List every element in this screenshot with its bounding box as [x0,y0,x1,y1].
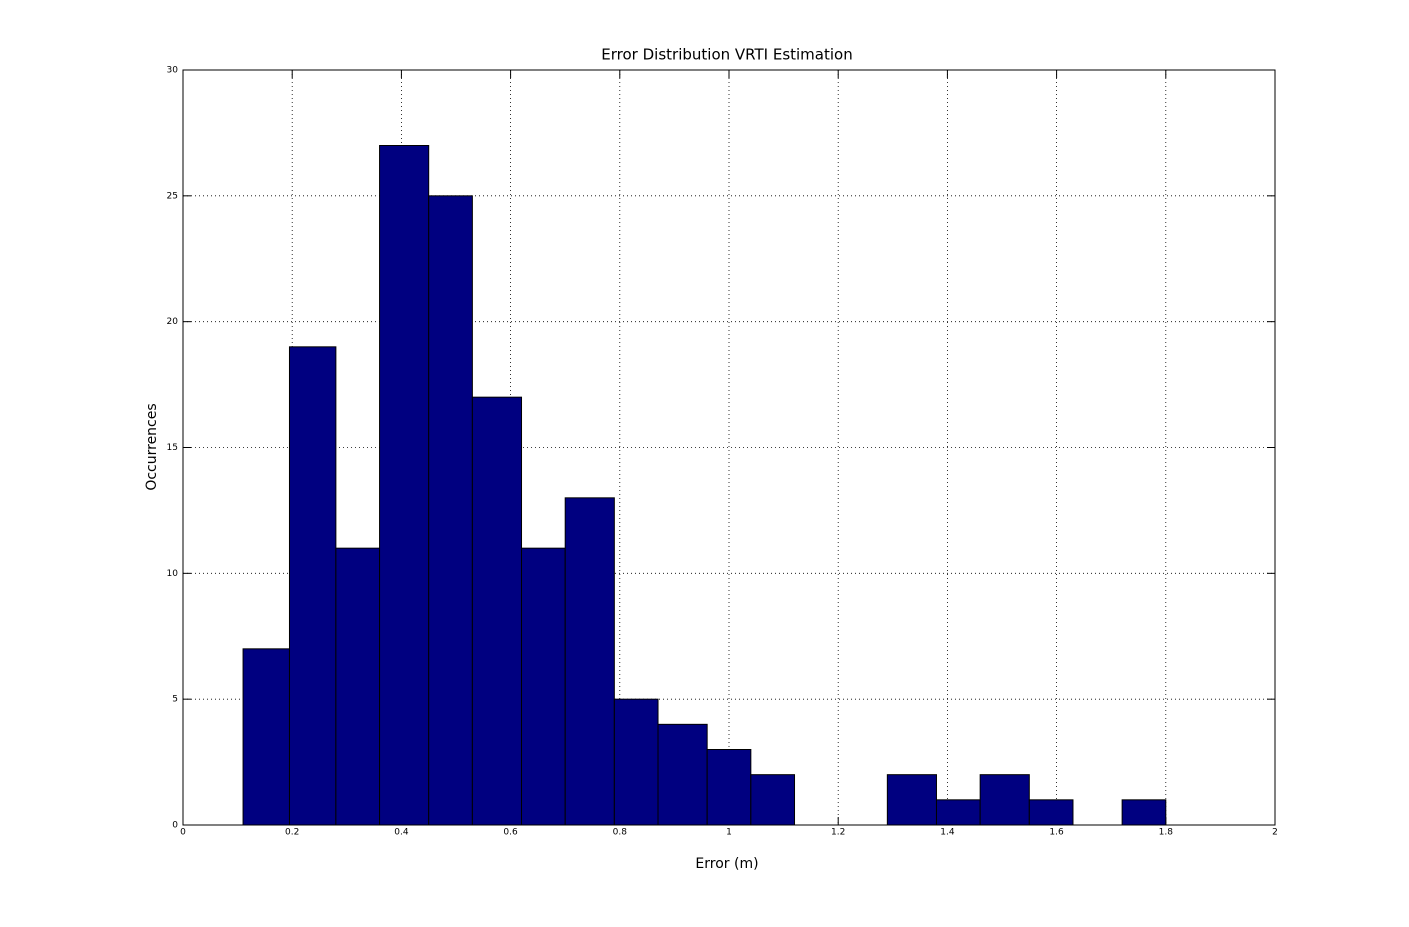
y-axis-label: Occurrences [144,403,160,490]
bar [1121,799,1167,826]
x-tick-label: 0.8 [613,828,628,838]
x-tick-label: 1.8 [1159,828,1174,838]
y-tick-label: 0 [172,821,178,831]
x-axis-label: Error (m) [695,856,758,872]
bar [613,698,659,826]
bar [471,396,523,826]
plot-frame [182,69,1276,826]
y-tick-label: 15 [167,443,178,453]
x-tick-label: 0.2 [285,828,299,838]
bar [750,774,796,826]
y-tick-label: 5 [172,695,178,705]
bar [886,774,937,826]
bar [564,497,615,826]
bar [935,799,981,826]
x-tick-label: 1 [726,828,732,838]
chart-title: Error Distribution VRTI Estimation [601,46,852,64]
y-tick-label: 10 [167,569,179,579]
y-tick-label: 25 [167,191,178,201]
x-tick-label: 0.6 [503,828,518,838]
x-tick-label: 2 [1272,828,1278,838]
y-tick-label: 20 [167,317,179,327]
x-tick-label: 0.4 [394,828,409,838]
bar [428,195,473,826]
x-tick-label: 1.4 [940,828,955,838]
bar [242,648,290,826]
bar [288,346,337,826]
bar [379,145,430,826]
x-tick-label: 1.2 [831,828,845,838]
y-tick-label: 30 [167,66,179,76]
bar [521,547,566,826]
bar [979,774,1030,826]
x-tick-label: 0 [180,828,186,838]
bar [1028,799,1074,826]
bar [706,749,752,826]
bar [657,723,708,826]
x-tick-label: 1.6 [1049,828,1064,838]
bar [335,547,381,826]
